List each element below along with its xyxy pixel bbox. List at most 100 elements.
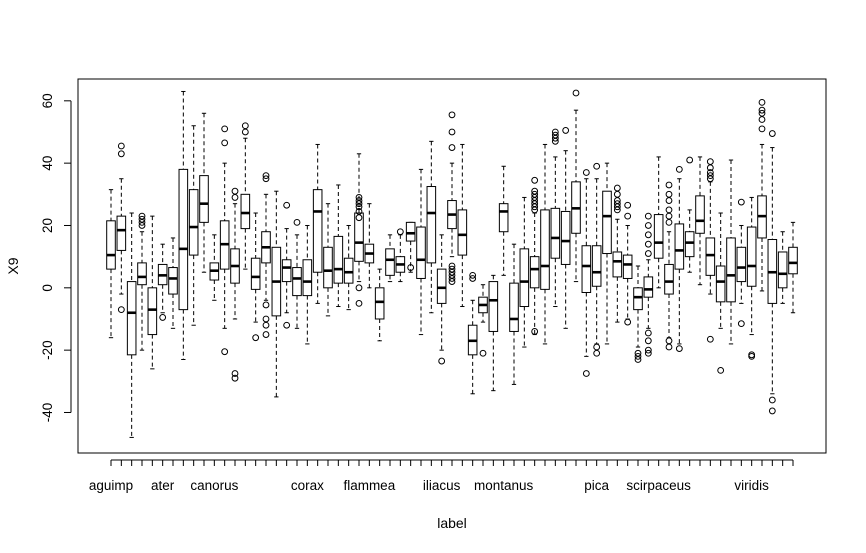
outlier-point (448, 265, 456, 273)
outlier-point (665, 343, 673, 351)
outlier-point (138, 215, 146, 223)
outlier-point (665, 212, 673, 220)
box-44 (560, 127, 571, 329)
outlier-point (231, 194, 239, 201)
box-2 (126, 212, 137, 438)
outlier-point (531, 187, 539, 195)
outlier-point (644, 346, 652, 354)
outlier-point (231, 374, 239, 382)
outlier-point (355, 208, 363, 215)
outlier-point (748, 352, 756, 360)
outlier-point (479, 349, 487, 357)
iqr-box (509, 282, 519, 332)
box-8 (188, 125, 199, 326)
outlier-point (572, 89, 580, 97)
outlier-point (262, 321, 270, 329)
outlier-point (665, 190, 673, 198)
outlier-point (117, 306, 125, 314)
outlier-point (355, 197, 363, 204)
box-23 (343, 224, 354, 311)
outlier-point (706, 158, 714, 165)
box-1 (116, 142, 127, 314)
box-50 (622, 201, 633, 326)
box-20 (312, 143, 323, 304)
box-43 (550, 128, 561, 308)
outlier-point (396, 228, 404, 236)
outlier-point (758, 125, 766, 133)
box-26 (374, 268, 385, 342)
iqr-box (664, 263, 674, 295)
box-28 (395, 228, 406, 283)
outlier-point (644, 329, 652, 337)
box-12 (230, 187, 240, 382)
outlier-point (644, 337, 652, 345)
outlier-point (551, 128, 559, 136)
outlier-point (644, 240, 652, 248)
box-0 (106, 189, 116, 339)
x-tick-label: flammea (343, 478, 395, 493)
outlier-point (283, 201, 291, 209)
box-57 (695, 156, 705, 286)
iqr-box (581, 245, 592, 293)
box-7 (178, 90, 189, 360)
iqr-box (106, 220, 116, 270)
outlier-point (593, 343, 601, 351)
iqr-box (343, 257, 354, 284)
box-3 (137, 212, 147, 351)
box-42 (540, 143, 550, 345)
iqr-box (323, 246, 333, 289)
x-tick-label: iliacus (423, 478, 461, 493)
outlier-point (221, 125, 229, 133)
box-29 (405, 221, 416, 273)
outlier-point (355, 284, 363, 292)
outlier-point (117, 150, 125, 158)
iqr-box (137, 262, 147, 286)
outlier-point (665, 206, 673, 214)
y-tick-label: -40 (40, 403, 55, 423)
y-tick-label: 0 (40, 284, 55, 292)
box-13 (240, 122, 251, 270)
outlier-point (644, 250, 652, 257)
outlier-point (758, 98, 766, 106)
iqr-box (374, 287, 385, 320)
outlier-point (531, 328, 539, 335)
box-38 (498, 165, 509, 276)
outlier-point (758, 109, 766, 117)
outlier-point (562, 127, 570, 134)
box-53 (653, 156, 664, 289)
outlier-point (531, 176, 539, 184)
outlier-point (634, 356, 642, 363)
outlier-point (717, 367, 725, 374)
iqr-box (633, 287, 643, 311)
iqr-box (457, 209, 468, 256)
iqr-box (405, 221, 416, 242)
outlier-point (469, 275, 477, 282)
outlier-point (644, 231, 652, 239)
iqr-box (281, 259, 292, 283)
outlier-point (624, 212, 632, 220)
box-22 (333, 184, 344, 308)
box-33 (447, 111, 457, 285)
box-36 (478, 284, 488, 357)
outlier-point (448, 262, 456, 270)
box-24 (354, 153, 364, 307)
box-65 (777, 231, 788, 304)
outlier-point (355, 300, 363, 307)
iqr-box (540, 209, 550, 290)
iqr-box (240, 193, 251, 230)
outlier-point (613, 200, 621, 208)
box-37 (488, 274, 499, 392)
y-tick-label: 20 (40, 218, 55, 233)
x-tick-label: viridis (734, 478, 769, 493)
iqr-box (333, 235, 344, 284)
iqr-box (602, 190, 612, 255)
outlier-point (665, 337, 673, 345)
outlier-point (634, 352, 642, 360)
outlier-point (469, 271, 477, 279)
box-60 (726, 159, 736, 345)
iqr-box (674, 223, 685, 270)
outlier-point (293, 218, 301, 226)
outlier-point (262, 175, 270, 183)
box-31 (426, 140, 437, 314)
